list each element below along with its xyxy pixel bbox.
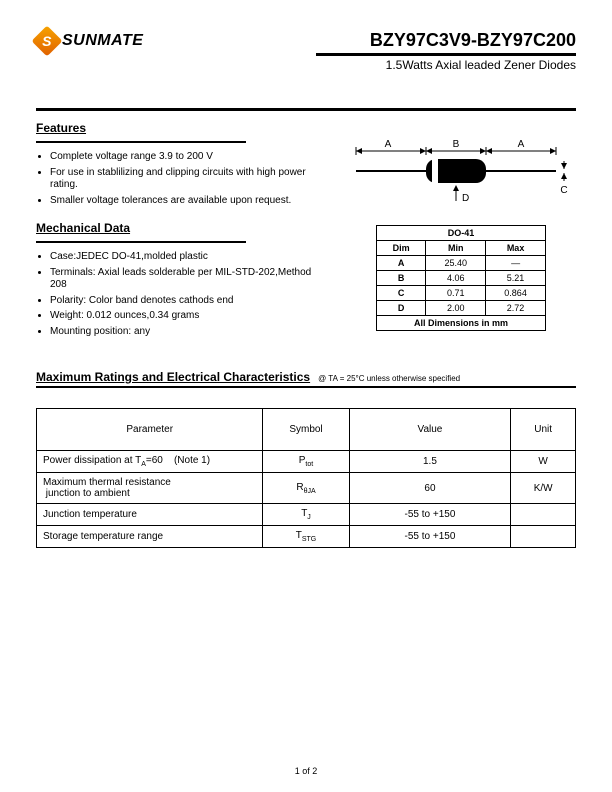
ratings-note: @ TA = 25°C unless otherwise specified xyxy=(318,374,460,383)
page-number: 1 of 2 xyxy=(0,766,612,776)
mechanical-item: Weight: 0.012 ounces,0.34 grams xyxy=(50,310,318,323)
mechanical-item: Case:JEDEC DO-41,molded plastic xyxy=(50,251,318,264)
mechanical-rule xyxy=(36,241,246,243)
logo-mark-icon: S xyxy=(31,25,62,56)
ratings-row: Storage temperature range TSTG -55 to +1… xyxy=(37,526,576,548)
title-block: BZY97C3V9-BZY97C200 1.5Watts Axial leade… xyxy=(316,30,576,72)
dim-footer: All Dimensions in mm xyxy=(377,316,546,331)
brand-name: SUNMATE xyxy=(62,32,143,50)
unit-cell xyxy=(511,526,576,548)
mechanical-item: Terminals: Axial leads solderable per MI… xyxy=(50,267,318,292)
package-diagram: A B A C xyxy=(346,121,576,211)
subtitle: 1.5Watts Axial leaded Zener Diodes xyxy=(316,58,576,72)
dim-header: Max xyxy=(486,241,546,256)
dim-c-label: C xyxy=(560,185,567,196)
brand-logo: S SUNMATE xyxy=(36,30,143,52)
value-cell: -55 to +150 xyxy=(349,526,511,548)
title-rule xyxy=(316,53,576,56)
mechanical-heading: Mechanical Data xyxy=(36,221,318,235)
ratings-row: Maximum thermal resistance junction to a… xyxy=(37,473,576,504)
unit-cell: W xyxy=(511,451,576,473)
symbol-cell: RθJA xyxy=(263,473,349,504)
symbol-cell: TSTG xyxy=(263,526,349,548)
part-range: BZY97C3V9-BZY97C200 xyxy=(316,30,576,51)
value-cell: 1.5 xyxy=(349,451,511,473)
diode-outline-icon: A B A C xyxy=(346,121,576,211)
dim-a-label: A xyxy=(385,139,392,150)
dim-a2-label: A xyxy=(518,139,525,150)
value-cell: 60 xyxy=(349,473,511,504)
mechanical-list: Case:JEDEC DO-41,molded plastic Terminal… xyxy=(36,251,318,338)
dim-row: C 0.71 0.864 xyxy=(377,286,546,301)
dim-header: Min xyxy=(426,241,486,256)
symbol-cell: TJ xyxy=(263,504,349,526)
features-heading: Features xyxy=(36,121,318,135)
ratings-rule xyxy=(36,386,576,388)
param-cell: Storage temperature range xyxy=(37,526,263,548)
dim-row: A 25.40 — xyxy=(377,256,546,271)
features-list: Complete voltage range 3.9 to 200 V For … xyxy=(36,151,318,207)
dim-header: Dim xyxy=(377,241,426,256)
features-rule xyxy=(36,141,246,143)
mechanical-item: Mounting position: any xyxy=(50,326,318,339)
feature-item: For use in stablilizing and clipping cir… xyxy=(50,167,318,192)
param-cell: Maximum thermal resistance junction to a… xyxy=(37,473,263,504)
symbol-cell: Ptot xyxy=(263,451,349,473)
feature-item: Complete voltage range 3.9 to 200 V xyxy=(50,151,318,164)
top-rule xyxy=(36,108,576,111)
ratings-header: Unit xyxy=(511,409,576,451)
ratings-row: Power dissipation at TA=60 (Note 1) Ptot… xyxy=(37,451,576,473)
header: S SUNMATE BZY97C3V9-BZY97C200 1.5Watts A… xyxy=(36,30,576,72)
dim-d-label: D xyxy=(462,193,469,204)
ratings-heading: Maximum Ratings and Electrical Character… xyxy=(36,370,310,384)
mechanical-item: Polarity: Color band denotes cathods end xyxy=(50,295,318,308)
dim-row: D 2.00 2.72 xyxy=(377,301,546,316)
dim-table-title: DO-41 xyxy=(377,226,546,241)
feature-item: Smaller voltage tolerances are available… xyxy=(50,195,318,208)
value-cell: -55 to +150 xyxy=(349,504,511,526)
param-cell: Junction temperature xyxy=(37,504,263,526)
ratings-row: Junction temperature TJ -55 to +150 xyxy=(37,504,576,526)
unit-cell xyxy=(511,504,576,526)
unit-cell: K/W xyxy=(511,473,576,504)
ratings-header: Parameter xyxy=(37,409,263,451)
ratings-table: Parameter Symbol Value Unit Power dissip… xyxy=(36,408,576,548)
dim-b-label: B xyxy=(453,139,460,150)
dim-row: B 4.06 5.21 xyxy=(377,271,546,286)
ratings-header: Symbol xyxy=(263,409,349,451)
param-cell: Power dissipation at TA=60 (Note 1) xyxy=(37,451,263,473)
dimensions-table: DO-41 Dim Min Max A 25.40 — B 4.06 5.21 … xyxy=(376,225,546,331)
ratings-header: Value xyxy=(349,409,511,451)
